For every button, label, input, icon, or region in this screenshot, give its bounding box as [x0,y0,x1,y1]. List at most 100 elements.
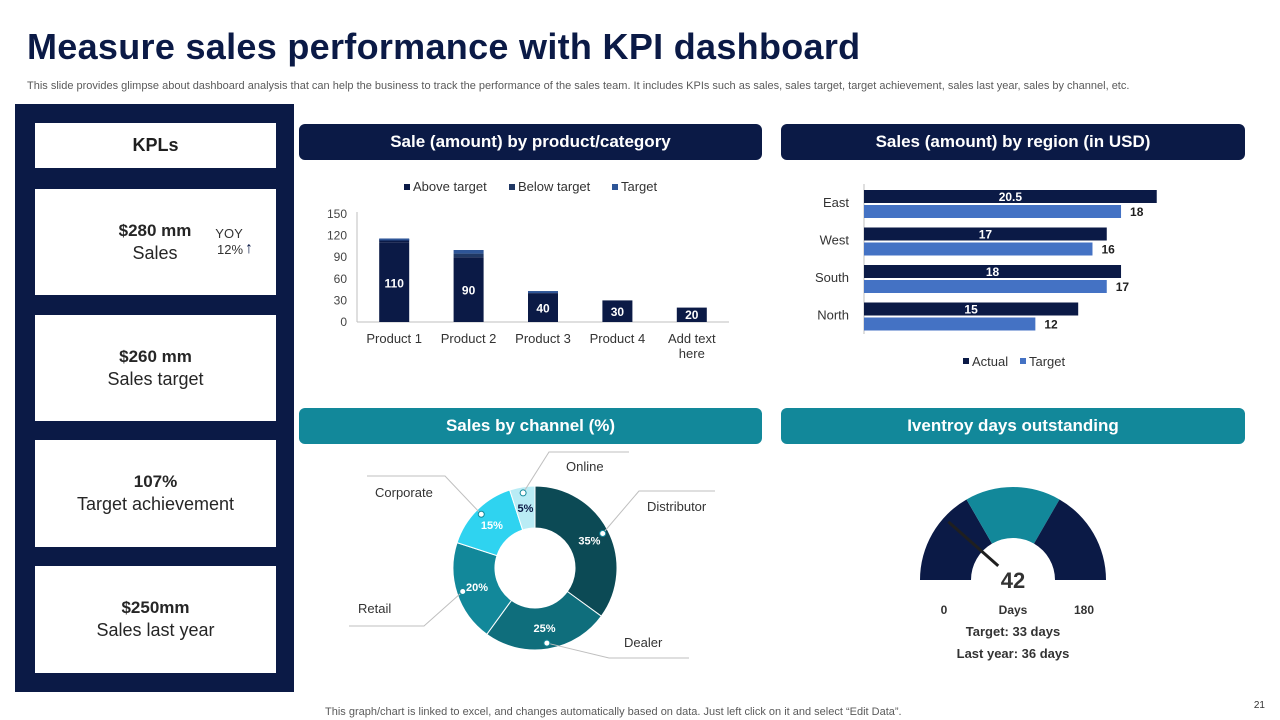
callout-line [367,475,482,515]
region-label: South [815,270,849,285]
bar-actual [864,190,1157,203]
bar-target [379,238,410,241]
inventory-gauge-chart: 42 0 Days 180 Target: 33 days Last year: 36 d… [920,487,1106,661]
kpi-last-year-label: Sales last year [96,620,215,640]
region-label: East [823,195,849,210]
gauge-unit-label: Days [999,603,1028,617]
slice-data-label: 15% [481,520,503,532]
bar-data-label: 16 [1101,243,1115,257]
bar-data-label: 17 [1116,280,1130,294]
legend-swatch [404,184,410,190]
kpi-sales-label: Sales [132,243,178,263]
callout-dot [519,489,527,497]
kpi-sales-value: $280 mm [118,221,192,240]
slice-data-label: 5% [518,503,534,515]
y-tick-label: 120 [327,229,347,243]
channel-panel-header: Sales by channel (%) [299,408,762,444]
gauge-needle [947,520,1000,568]
kpi-sidebar: KPLs $280 mm Sales YOY 12% ↑ $260 mm Sal… [15,104,294,692]
legend-swatch [963,358,969,364]
bar-data-label: 30 [611,305,625,319]
arrow-up-icon: ↑ [245,240,253,257]
yoy-value: 12% [217,242,244,257]
y-tick-label: 150 [327,207,347,221]
bar-actual [864,302,1079,316]
slice-data-label: 20% [466,582,488,594]
slice-category-label: Corporate [375,485,433,500]
bar-target [528,291,558,294]
region-bar-chart: East 20.5 18 West 17 16 South 18 17 North 15 12 Actu… [815,184,1157,369]
x-tick-label: Add text [668,331,716,346]
bar-value [453,257,484,322]
inventory-panel-header: Iventroy days outstanding [781,408,1245,444]
x-tick-label: Product 1 [366,331,422,346]
footnote: This graph/chart is linked to excel, and… [325,706,902,718]
callout-dot [543,639,551,647]
bar-actual [864,227,1107,241]
donut-slice [486,590,603,651]
gauge-last-year-text: Last year: 36 days [957,646,1070,661]
kpi-last-year-card: $250mm Sales last year [35,566,276,673]
product-panel-header: Sale (amount) by product/category [299,124,762,160]
region-label: North [817,308,849,323]
bar-data-label: 90 [462,284,476,298]
bar-data-label: 18 [986,265,1000,279]
callout-dot [459,587,467,595]
legend-swatch [1020,358,1026,364]
kpi-achievement-label: Target achievement [76,494,235,514]
callout-dot [599,529,607,537]
kpi-sales-card: $280 mm Sales YOY 12% ↑ [35,189,276,295]
bar-below-target [453,253,484,258]
yoy-label: YOY [215,226,243,241]
bar-target [864,242,1093,256]
x-tick-label: here [679,346,705,361]
bar-value [528,293,558,322]
yoy-indicator: YOY 12% [215,226,243,258]
gauge-band [920,499,992,580]
kpi-last-year-value: $250mm [121,598,190,617]
gauge-band [966,487,1060,544]
gauge-max-label: 180 [1074,603,1094,617]
bar-data-label: 110 [385,276,405,290]
channel-donut-chart: 35% Distributor 25% Dealer 20% Retail 15% Corpo… [349,451,715,659]
bar-data-label: 20 [685,308,699,322]
legend-label: Target [1029,354,1066,369]
gauge-value: 42 [1001,568,1025,593]
bar-value [676,307,707,322]
page-subtitle: This slide provides glimpse about dashbo… [27,80,1130,92]
legend-label: Target [621,179,658,194]
legend-swatch [509,184,515,190]
kpi-header: KPLs [132,135,179,155]
slice-data-label: 35% [578,535,600,547]
gauge-target-text: Target: 33 days [966,624,1060,639]
page-number: 21 [1253,700,1265,711]
slice-category-label: Dealer [624,635,663,650]
donut-slice [509,485,536,531]
kpi-header-box: KPLs [35,123,276,168]
kpi-achievement-card: 107% Target achievement [35,440,276,547]
bar-actual [864,265,1122,278]
bar-above-target [379,239,410,243]
bar-target [864,317,1036,331]
donut-slice [534,485,618,617]
x-tick-label: Product 3 [515,331,571,346]
bar-target [864,205,1122,218]
bar-data-label: 15 [964,303,978,317]
bar-value [602,300,633,322]
gauge-min-label: 0 [941,603,948,617]
kpi-achievement-value: 107% [133,472,178,491]
region-panel-header: Sales (amount) by region (in USD) [781,124,1245,160]
y-tick-label: 60 [334,272,348,286]
bar-value [379,242,410,322]
callout-line [546,642,689,659]
gauge-band [1034,499,1106,580]
slice-category-label: Distributor [647,499,707,514]
y-tick-label: 0 [340,315,347,329]
y-tick-label: 90 [334,250,348,264]
bar-data-label: 17 [979,228,993,242]
slice-category-label: Online [566,459,604,474]
bar-target [453,250,484,254]
page-title: Measure sales performance with KPI dashb… [27,26,861,67]
bar-data-label: 20.5 [999,190,1023,204]
bar-data-label: 12 [1044,318,1058,332]
